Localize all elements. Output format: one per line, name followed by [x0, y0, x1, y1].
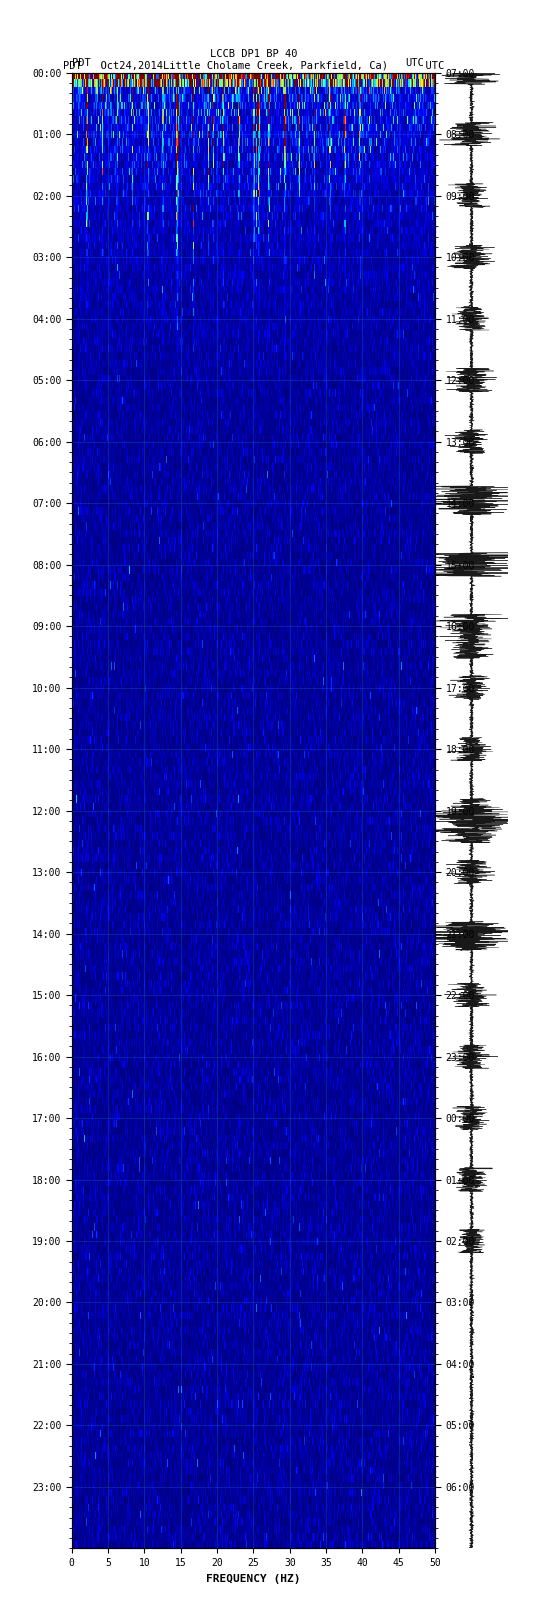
X-axis label: FREQUENCY (HZ): FREQUENCY (HZ)	[206, 1574, 301, 1584]
Text: ≡USGS: ≡USGS	[13, 23, 43, 34]
Text: UTC: UTC	[406, 58, 424, 68]
Text: PDT: PDT	[72, 58, 91, 68]
Title: LCCB DP1 BP 40
PDT   Oct24,2014Little Cholame Creek, Parkfield, Ca)      UTC: LCCB DP1 BP 40 PDT Oct24,2014Little Chol…	[63, 48, 444, 71]
